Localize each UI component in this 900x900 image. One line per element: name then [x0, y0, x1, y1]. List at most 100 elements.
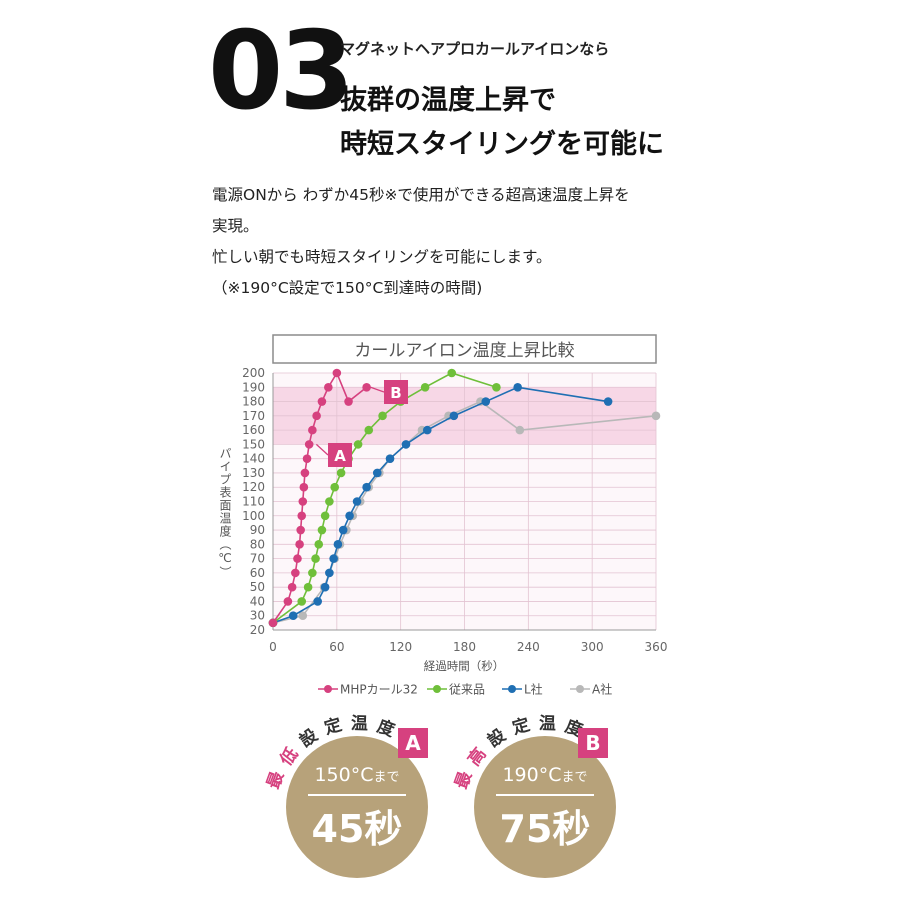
data-point: [288, 611, 298, 621]
badge-a-circle: 150°Cまで 45秒: [286, 736, 428, 878]
y-tick-label: 90: [250, 523, 265, 537]
series-MHPカール32: [268, 368, 371, 628]
data-point: [304, 440, 314, 449]
badge-a-value: 45秒: [311, 807, 403, 851]
data-point: [295, 540, 304, 549]
data-point: [302, 454, 312, 463]
data-point: [320, 511, 330, 521]
data-point: [344, 397, 353, 406]
badge-b-value: 75秒: [499, 807, 591, 851]
data-point: [449, 411, 459, 421]
y-tick-label: 20: [250, 623, 265, 637]
x-axis-label: 経過時間（秒）: [424, 659, 505, 673]
data-point: [297, 511, 307, 521]
chart-title-box: [272, 334, 657, 364]
data-point: [336, 468, 346, 478]
y-tick-label: 30: [250, 609, 265, 623]
y-tick-label: 50: [250, 580, 265, 594]
legend-label: MHPカール32: [340, 683, 418, 697]
data-point: [422, 425, 432, 435]
data-point: [297, 597, 307, 606]
y-axis-label: パイプ表面温度（℃）: [218, 447, 232, 579]
data-point: [311, 554, 320, 563]
data-point: [362, 482, 371, 492]
badge-a-temp-suffix: まで: [373, 770, 400, 785]
y-tick-label: 120: [242, 480, 265, 494]
data-point: [492, 382, 501, 392]
badge-b-divider: [496, 794, 594, 796]
data-point: [298, 497, 308, 506]
x-tick-label: 360: [645, 640, 668, 654]
legend-swatch-dot: [433, 685, 441, 693]
annotation-label: B: [390, 384, 401, 402]
data-point: [362, 382, 371, 392]
data-point: [372, 468, 382, 478]
legend-swatch-dot: [576, 685, 584, 693]
badge-b-temp-suffix: まで: [561, 770, 588, 785]
annotation-tag: [384, 380, 408, 404]
data-point: [324, 382, 333, 392]
annotation-label: A: [334, 447, 346, 465]
data-point: [385, 454, 395, 463]
headline-line2: 時短スタイリングを可能に: [340, 129, 664, 160]
y-tick-label: 150: [242, 437, 265, 451]
badge-a-temp-value: 150°C: [314, 764, 374, 786]
legend-label: 従来品: [449, 683, 485, 697]
y-tick-label: 40: [250, 594, 265, 608]
data-point: [298, 611, 308, 621]
badge-b: 最高設定温度 190°Cまで 75秒 B: [446, 714, 626, 896]
y-tick-label: 100: [242, 509, 265, 523]
series-L社: [268, 382, 613, 628]
y-tick-label: 190: [242, 380, 265, 394]
data-point: [317, 397, 327, 406]
data-point: [651, 411, 661, 421]
y-tick-label: 60: [250, 566, 265, 580]
data-point: [312, 411, 321, 421]
data-point: [513, 382, 522, 392]
badge-a: 最低設定温度 150°Cまで 45秒 A: [258, 714, 438, 896]
badge-a-divider: [308, 794, 406, 796]
data-point: [283, 597, 293, 606]
x-tick-label: 300: [581, 640, 604, 654]
data-point: [364, 425, 374, 435]
data-point: [299, 482, 309, 492]
data-point: [296, 525, 305, 535]
section-number: 03: [208, 9, 354, 134]
data-point: [320, 582, 330, 592]
data-point: [308, 568, 317, 578]
data-point: [300, 468, 310, 478]
data-point: [420, 382, 430, 392]
data-point: [353, 440, 363, 449]
data-point: [345, 511, 354, 521]
badge-b-temp: 190°Cまで: [474, 764, 616, 786]
y-tick-label: 160: [242, 423, 265, 437]
chart-title: カールアイロン温度上昇比較: [354, 341, 574, 361]
badge-b-temp-value: 190°C: [502, 764, 562, 786]
data-point: [291, 568, 300, 578]
legend-swatch-dot: [324, 685, 332, 693]
data-point: [308, 425, 317, 435]
data-point: [330, 482, 340, 492]
y-tick-label: 140: [242, 452, 265, 466]
badge-b-circle: 190°Cまで 75秒: [474, 736, 616, 878]
data-point: [378, 411, 387, 421]
x-tick-label: 0: [269, 640, 277, 654]
description-line4: （※190°C設定で150°C到達時の時間): [212, 279, 483, 297]
legend-label: L社: [524, 682, 543, 697]
y-tick-label: 170: [242, 409, 265, 423]
x-tick-label: 240: [517, 640, 540, 654]
data-point: [352, 497, 362, 506]
annotation-tag: [328, 443, 352, 467]
headline-line1: 抜群の温度上昇で: [340, 85, 556, 116]
annotation-pointer: [315, 443, 329, 456]
y-tick-label: 80: [250, 537, 265, 551]
data-point: [603, 397, 613, 406]
data-point: [338, 525, 348, 535]
description: 電源ONから わずか45秒※で使用ができる超高速温度上昇を 実現。 忙しい朝でも…: [212, 180, 630, 304]
x-tick-label: 60: [329, 640, 344, 654]
data-point: [401, 440, 411, 449]
description-line2: 実現。: [212, 217, 259, 235]
description-line3: 忙しい朝でも時短スタイリングを可能にします。: [212, 248, 552, 266]
data-point: [287, 582, 297, 592]
